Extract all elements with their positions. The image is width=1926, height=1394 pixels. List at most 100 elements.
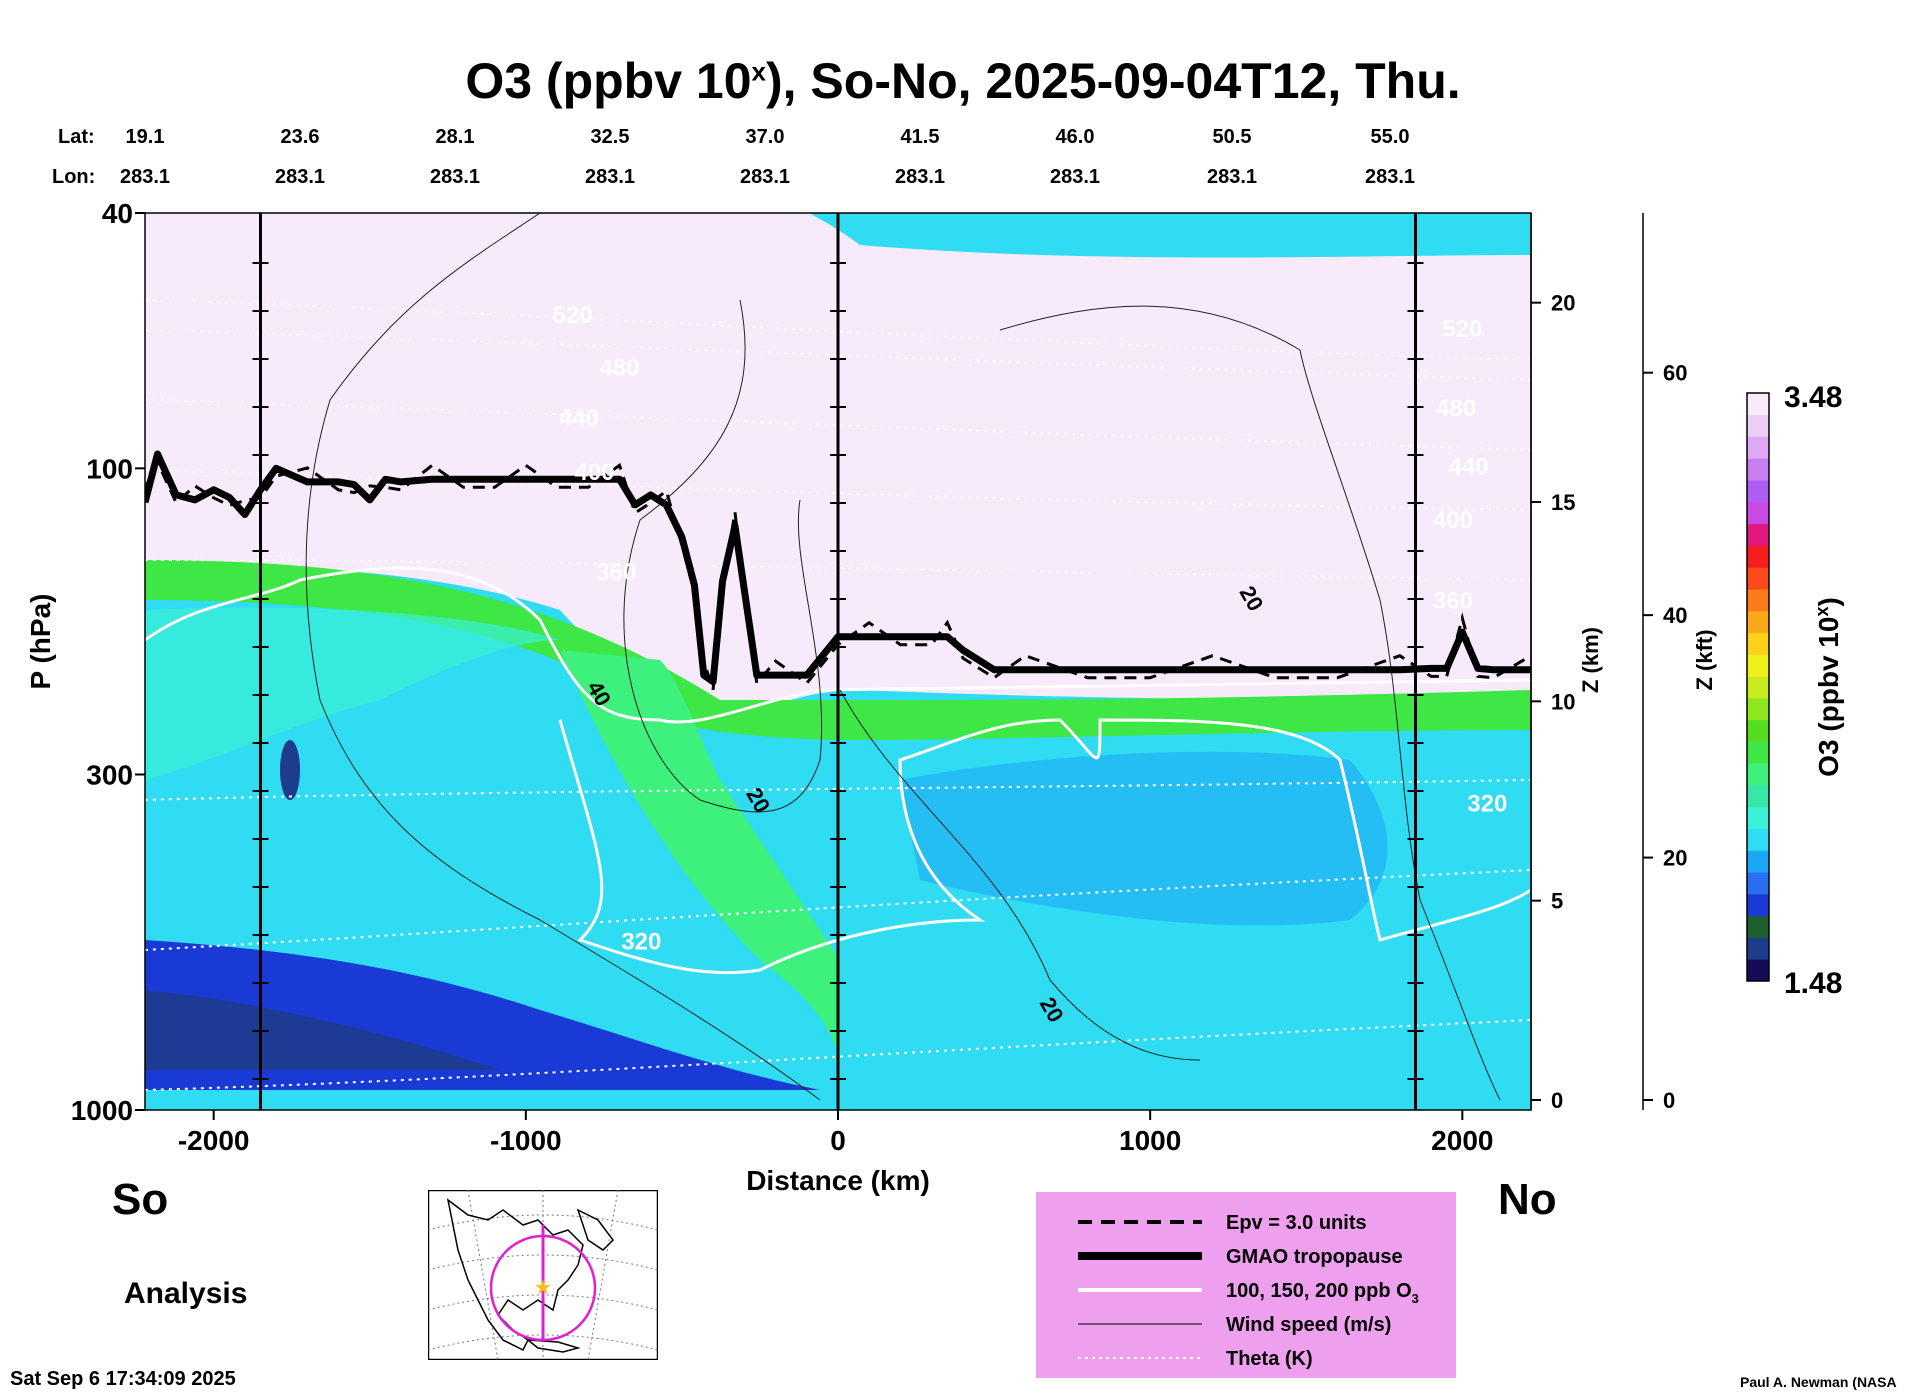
ozone-spot — [280, 740, 300, 800]
analysis-label: Analysis — [124, 1277, 248, 1310]
colorbar-step — [1747, 828, 1769, 851]
legend-label: Wind speed (m/s) — [1226, 1314, 1391, 1336]
axes: -2000 -1000 0 1000 2000401003001000Distance … — [25, 198, 1717, 1196]
colorbar-step — [1747, 893, 1769, 917]
theta-line — [145, 329, 1531, 381]
y-tick-label: 1000 — [71, 1095, 133, 1126]
theta-line — [145, 469, 1531, 511]
zkm-tick-label: 20 — [1551, 291, 1575, 316]
ozone-trop — [560, 650, 840, 1060]
y-axis-label: P (hPa) — [25, 594, 56, 690]
theta-label: 440 — [1449, 454, 1489, 481]
theta-label: 520 — [1442, 316, 1482, 343]
wind-contour — [305, 213, 821, 1101]
colorbar-step — [1747, 414, 1769, 438]
wind-contour — [839, 689, 1201, 1061]
colorbar-step — [1747, 937, 1769, 960]
lon-value: 283.1 — [429, 166, 481, 188]
colorbar-step — [1747, 697, 1769, 721]
colorbar-step — [1747, 959, 1769, 982]
y-tick-label: 300 — [86, 759, 133, 790]
lat-value: 37.0 — [745, 126, 785, 148]
ozone-contour — [145, 566, 1531, 724]
colorbar-max: 3.48 — [1784, 381, 1842, 414]
lat-value: 41.5 — [900, 126, 940, 148]
colorbar-step — [1747, 523, 1769, 546]
y-tick-label: 100 — [86, 453, 133, 484]
lon-value: 283.1 — [1049, 166, 1101, 188]
colorbar-step — [1747, 806, 1769, 830]
lat-value: 23.6 — [280, 126, 320, 148]
x-tick-label: -2000 — [178, 1125, 250, 1156]
lat-label: Lat: — [58, 126, 95, 148]
theta-label: 440 — [559, 405, 599, 432]
lat-value: 32.5 — [590, 126, 630, 148]
colorbar-step — [1747, 480, 1769, 503]
ozone-low-band — [145, 990, 500, 1070]
theta-label: 400 — [1433, 507, 1473, 534]
legend-label: Epv = 3.0 units — [1226, 1212, 1367, 1234]
theta-label: 360 — [596, 559, 636, 586]
theta-line — [145, 779, 1531, 801]
colorbar-step — [1747, 741, 1769, 764]
colorbar-step — [1747, 610, 1769, 634]
legend-label: GMAO tropopause — [1226, 1246, 1403, 1268]
theta-line — [145, 869, 1531, 951]
theta-label: 400 — [574, 459, 614, 486]
legend-label: Theta (K) — [1226, 1348, 1313, 1370]
theta-label: 480 — [599, 354, 639, 381]
lat-value: 50.5 — [1212, 126, 1252, 148]
zkft-tick-label: 40 — [1663, 603, 1687, 628]
zkft-tick-label: 60 — [1663, 361, 1687, 386]
ozone-contour — [558, 718, 1531, 975]
colorbar: 3.48 1.48 O3 (ppbv 10x) — [1746, 381, 1844, 1000]
lon-value: 283.1 — [274, 166, 326, 188]
theta-line — [145, 1019, 1531, 1091]
colorbar-step — [1747, 676, 1769, 699]
zkm-axis-label: Z (km) — [1578, 627, 1603, 693]
colorbar-step — [1747, 501, 1769, 525]
lat-value: 46.0 — [1055, 126, 1095, 148]
lon-label: Lon: — [52, 166, 96, 188]
zkm-tick-label: 10 — [1551, 689, 1575, 714]
colorbar-step — [1747, 458, 1769, 481]
ozone-trop — [145, 607, 560, 780]
theta-label: 480 — [1436, 395, 1476, 422]
inset-map: ★ — [428, 1190, 658, 1360]
legend-label: 100, 150, 200 ppb O3 — [1226, 1280, 1419, 1306]
north-label: No — [1498, 1175, 1557, 1224]
colorbar-step — [1747, 872, 1769, 895]
chart-title: O3 (ppbv 10x), So-No, 2025-09-04T12, Thu… — [465, 53, 1461, 109]
theta-label: 360 — [1433, 588, 1473, 615]
tropopause-line — [145, 450, 1531, 686]
colorbar-step — [1747, 719, 1769, 742]
theta-line — [145, 399, 1531, 451]
svg-text:★: ★ — [534, 1277, 552, 1299]
timestamp: Sat Sep 6 17:34:09 2025 — [10, 1368, 236, 1390]
colorbar-step — [1747, 763, 1769, 786]
theta-line — [145, 299, 1531, 361]
colorbar-frame — [1746, 392, 1770, 982]
x-tick-label: 2000 — [1431, 1125, 1493, 1156]
lat-value: 55.0 — [1370, 126, 1410, 148]
colorbar-step — [1747, 589, 1769, 612]
ozone-trop-green — [145, 560, 1531, 740]
theta-label: 520 — [553, 302, 593, 329]
zkm-tick-label: 0 — [1551, 1088, 1563, 1113]
lat-value: 19.1 — [125, 126, 165, 148]
x-tick-label: 0 — [830, 1125, 846, 1156]
credit: Paul A. Newman (NASA — [1740, 1374, 1897, 1390]
x-axis-label: Distance (km) — [746, 1165, 930, 1196]
south-label: So — [112, 1175, 169, 1224]
lon-value: 283.1 — [739, 166, 791, 188]
colorbar-step — [1747, 654, 1769, 677]
colorbar-step — [1747, 393, 1769, 416]
lon-value: 283.1 — [119, 166, 171, 188]
colorbar-step — [1747, 915, 1769, 938]
colorbar-step — [1747, 436, 1769, 459]
theta-line — [145, 559, 1531, 581]
theta-label: 320 — [621, 929, 661, 956]
zkft-tick-label: 20 — [1663, 846, 1687, 871]
contour-overlay: 5204804404003603205204804404003603204020… — [145, 213, 1531, 1110]
